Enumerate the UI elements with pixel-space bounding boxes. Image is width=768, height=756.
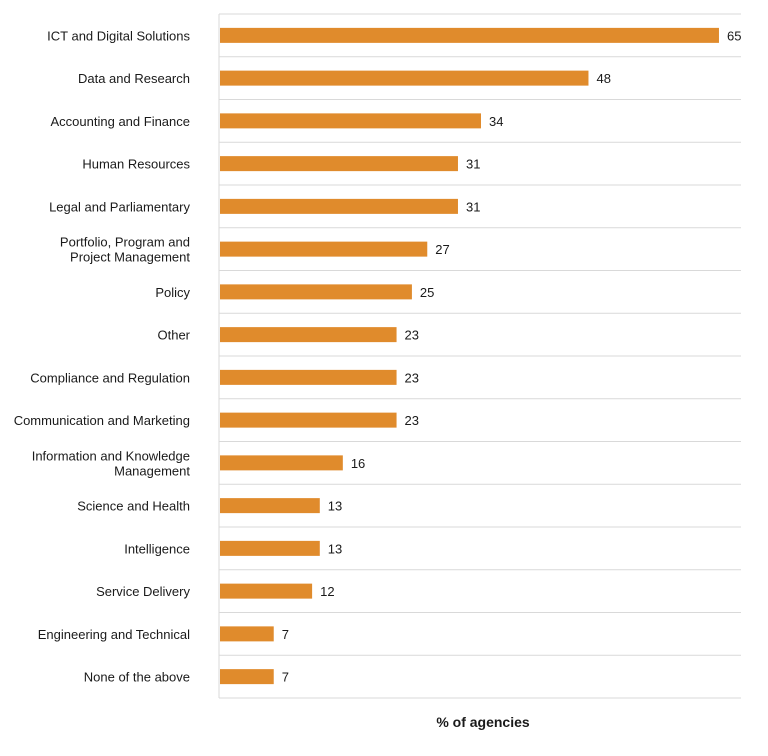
category-label: Science and Health: [77, 499, 190, 514]
data-label: 13: [328, 541, 342, 556]
category-label: Data and Research: [78, 71, 190, 86]
data-label: 23: [405, 370, 419, 385]
data-label: 31: [466, 157, 480, 172]
category-label: None of the above: [84, 670, 190, 685]
data-label: 23: [405, 328, 419, 343]
category-label: Information and Knowledge Management: [32, 448, 191, 478]
data-label: 48: [596, 71, 610, 86]
bar: [220, 156, 458, 172]
bar: [220, 369, 397, 385]
bar: [220, 412, 397, 428]
category-label: Human Resources: [82, 157, 190, 172]
bar: [220, 626, 274, 642]
bar: [220, 198, 458, 214]
bar: [220, 70, 589, 86]
gridlines: [219, 13, 741, 699]
category-label: Service Delivery: [96, 584, 190, 599]
x-axis-label: % of agencies: [436, 714, 530, 730]
bar: [220, 284, 412, 300]
bar: [220, 540, 320, 556]
category-label: Intelligence: [124, 541, 190, 556]
category-label: Legal and Parliamentary: [49, 199, 190, 214]
category-label: Compliance and Regulation: [30, 370, 190, 385]
data-label: 13: [328, 499, 342, 514]
category-labels: ICT and Digital Solutions Data and Resear…: [14, 28, 191, 684]
bar: [220, 455, 343, 471]
data-label: 12: [320, 584, 334, 599]
value-labels: 65 48 34 31 31 27 25 23 23 23 16 13 13 12 7 7: [282, 28, 742, 684]
data-label: 23: [405, 413, 419, 428]
category-label: Communication and Marketing: [14, 413, 190, 428]
bar: [220, 113, 481, 129]
bar: [220, 327, 397, 343]
data-label: 34: [489, 114, 503, 129]
bar: [220, 669, 274, 685]
data-label: 7: [282, 627, 289, 642]
bar: [220, 583, 313, 599]
data-label: 31: [466, 199, 480, 214]
data-label: 25: [420, 285, 434, 300]
category-label: Accounting and Finance: [51, 114, 190, 129]
bar: [220, 498, 320, 514]
bar: [220, 241, 428, 257]
category-label: Engineering and Technical: [38, 627, 190, 642]
category-label: Other: [157, 328, 190, 343]
category-label: Portfolio, Program and Project Management: [60, 235, 190, 265]
data-label: 7: [282, 670, 289, 685]
category-label: ICT and Digital Solutions: [47, 28, 190, 43]
data-label: 65: [727, 28, 741, 43]
bars: [220, 27, 719, 685]
data-label: 16: [351, 456, 365, 471]
data-label: 27: [435, 242, 449, 257]
category-label: Policy: [155, 285, 190, 300]
bar: [220, 27, 719, 43]
